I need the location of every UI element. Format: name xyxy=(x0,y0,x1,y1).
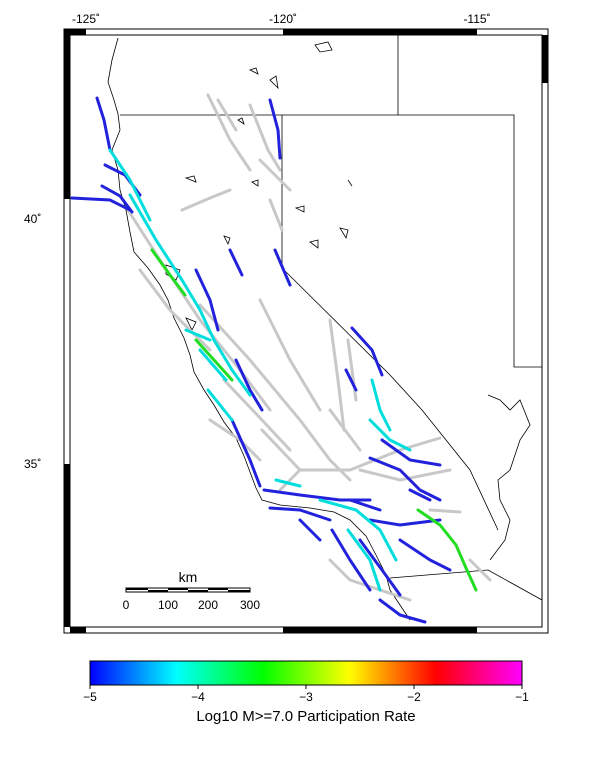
faults-high-rate xyxy=(150,248,478,592)
scale-bar-label: 200 xyxy=(197,598,219,612)
faults-mid-rate xyxy=(108,148,412,592)
colorbar-tick-label: −1 xyxy=(515,690,529,704)
colorbar-tick-label: −2 xyxy=(407,690,421,704)
lakes xyxy=(184,41,353,249)
lon-tick-label: -125˚ xyxy=(71,12,101,26)
colorbar-tick-label: −4 xyxy=(191,690,205,704)
colorbar-tick-label: −3 xyxy=(299,690,313,704)
colorbar xyxy=(89,660,523,689)
lon-tick-label: -115˚ xyxy=(463,12,491,26)
colorbar-title: Log10 M>=7.0 Participation Rate xyxy=(196,708,416,725)
lat-tick-label: 35˚ xyxy=(24,457,42,471)
scale-bar-label: 0 xyxy=(122,598,130,612)
coastline xyxy=(107,37,531,621)
scale-bar-title: km xyxy=(178,569,198,585)
faults-low-rate xyxy=(70,96,452,624)
scale-bar-label: 300 xyxy=(239,598,261,612)
lon-tick-label: -120˚ xyxy=(268,12,298,26)
map-frame xyxy=(63,28,549,634)
lat-tick-label: 40˚ xyxy=(24,212,42,226)
scale-bar-label: 100 xyxy=(157,598,179,612)
faults-no-rate xyxy=(126,93,492,602)
colorbar-tick-label: −5 xyxy=(83,690,97,704)
scale-bar xyxy=(125,587,251,593)
state-boundaries xyxy=(120,35,543,601)
